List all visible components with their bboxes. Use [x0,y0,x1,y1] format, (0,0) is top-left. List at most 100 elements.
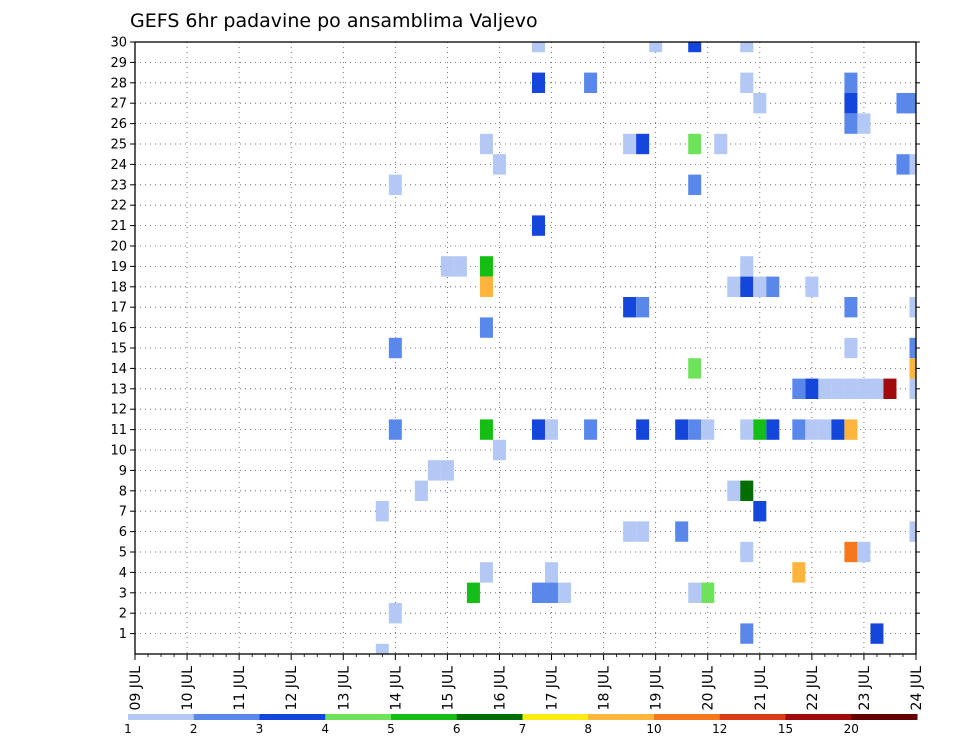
x-tick-label: 12 JUL [284,666,300,711]
precip-cell [375,643,389,654]
legend-label: 8 [584,722,592,736]
legend-swatch [456,714,523,720]
x-tick-label: 19 JUL [649,666,665,711]
precip-cell [740,541,754,563]
y-tick-label: 23 [110,178,127,193]
precip-cell [532,42,546,53]
precip-cell [740,276,754,297]
y-tick-label: 17 [110,301,127,316]
precip-cell [479,317,493,338]
precip-cell [688,582,702,603]
legend-swatch [193,714,260,720]
precip-cell [479,562,493,583]
legend-label: 5 [387,722,395,736]
precip-cell [766,276,780,297]
precip-cell [636,297,650,318]
precip-cell [844,93,858,114]
precip-cell [870,623,884,644]
precip-cell [545,582,559,603]
precip-cell [753,501,767,522]
precip-cell [479,276,493,297]
precip-cell [649,42,663,53]
y-tick-label: 15 [110,342,127,357]
y-tick-label: 3 [119,586,127,601]
precip-cell [844,297,858,318]
precip-cell [532,419,546,440]
precip-cell [636,521,650,542]
legend-swatch [654,714,721,720]
precip-cell [545,419,559,440]
precip-cell [740,256,754,277]
y-tick-label: 19 [110,260,127,275]
legend-label: 3 [256,722,264,736]
legend-swatch [259,714,326,720]
precip-cell [688,42,702,53]
y-tick-label: 8 [119,484,127,499]
legend-label: 7 [519,722,527,736]
precip-cell [909,378,916,399]
precip-cell [844,419,858,440]
precip-cell [753,419,767,440]
legend-swatch [325,714,392,720]
precip-cell [453,256,467,277]
y-tick-label: 22 [110,199,127,214]
precip-cell [740,72,754,93]
precip-cell [818,419,832,440]
precip-cell [388,337,402,359]
precip-cell [636,133,650,155]
precip-cell [623,521,637,542]
precip-cell [740,419,754,440]
y-tick-label: 11 [110,423,127,438]
chart-title: GEFS 6hr padavine po ansamblima Valjevo [130,10,538,32]
precip-cell [844,72,858,93]
legend-label: 20 [844,722,859,736]
legend-label: 2 [190,722,198,736]
precip-cell [844,541,858,563]
precip-cell [701,582,715,603]
x-tick-label: 20 JUL [701,666,717,711]
x-tick-label: 09 JUL [128,666,144,711]
precip-cell [479,133,493,155]
y-tick-label: 12 [110,403,127,418]
precip-cell [740,480,754,501]
precip-cell [714,133,728,155]
y-tick-label: 28 [110,76,127,91]
y-tick-label: 4 [119,566,127,581]
precip-cell [623,297,637,318]
precip-cell [688,174,702,195]
y-tick-label: 26 [110,117,127,132]
precip-cell [545,562,559,583]
precip-cell [857,113,871,134]
precip-cell [584,72,598,93]
precip-cell [466,582,480,603]
precip-cell [818,378,832,399]
precip-cell [675,419,689,440]
precip-cell [558,582,572,603]
precip-cell [909,93,916,114]
precip-cell [492,154,506,175]
precip-cell [909,337,916,359]
legend-swatch [851,714,918,720]
y-tick-label: 5 [119,546,127,561]
y-tick-label: 10 [110,444,127,459]
precip-cell [753,93,767,114]
y-tick-label: 25 [110,138,127,153]
legend-swatch [391,714,458,720]
y-tick-label: 16 [110,321,127,336]
legend-label: 15 [778,722,793,736]
precip-cell [440,256,454,277]
legend-label: 12 [712,722,727,736]
precip-cell [909,358,916,379]
precip-cell [727,276,741,297]
x-tick-label: 15 JUL [440,666,456,711]
y-tick-label: 20 [110,240,127,255]
precip-cell [532,582,546,603]
precip-cell [870,378,884,399]
precip-cell [688,358,702,379]
y-tick-label: 7 [119,505,127,520]
y-tick-label: 29 [110,56,127,71]
precip-cell [831,419,845,440]
x-tick-label: 17 JUL [545,666,561,711]
precip-cell [857,378,871,399]
precip-cell [909,521,916,542]
